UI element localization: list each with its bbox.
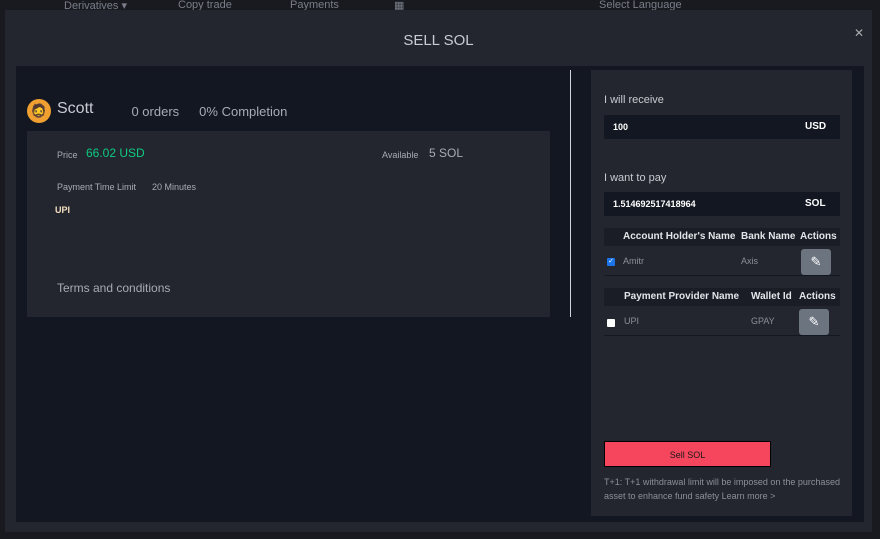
header-actions: Actions (799, 291, 836, 302)
header-bank-name: Bank Name (741, 231, 796, 242)
withdrawal-note: T+1: T+1 withdrawal limit will be impose… (604, 477, 840, 501)
pay-input[interactable]: 1.514692517418964 (604, 192, 797, 216)
receive-input[interactable]: 100 (604, 115, 797, 139)
price-label: Price (57, 150, 78, 160)
seller-name[interactable]: Scott (57, 100, 94, 117)
modal-title: SELL SOL (403, 32, 474, 49)
bank-name: Axis (741, 256, 759, 266)
pay-label: I want to pay (604, 172, 667, 184)
apps-grid-icon[interactable]: ▦ (394, 0, 405, 12)
available-label: Available (382, 150, 419, 160)
receive-label: I will receive (604, 94, 664, 106)
header-provider: Payment Provider Name (624, 291, 740, 302)
trade-form: I will receive 100 USD I want to pay 1.5… (591, 70, 852, 516)
offer-card: Price 66.02 USD Available 5 SOL Payment … (27, 131, 550, 317)
wallet-id: GPAY (751, 316, 775, 326)
nav-language[interactable]: Select Language (599, 0, 682, 11)
header-actions: Actions (800, 231, 837, 242)
account-holder: Amitr (623, 256, 644, 266)
nav-derivatives[interactable]: Derivatives ▾ (64, 0, 127, 12)
sell-button[interactable]: Sell SOL (604, 441, 771, 467)
terms-link[interactable]: Terms and conditions (57, 281, 171, 295)
wallet-table-header: Payment Provider Name Wallet Id Actions (604, 288, 840, 306)
seller-info: 🧔 Scott 0 orders 0% Completion (27, 98, 287, 124)
available-value: 5 SOL (429, 146, 464, 160)
seller-completion: 0% Completion (199, 103, 288, 119)
bank-checkbox[interactable]: ✓ (607, 258, 615, 266)
seller-orders: 0 orders (131, 103, 180, 119)
top-nav: Derivatives ▾ Copy trade Payments ▦ Sele… (0, 0, 880, 12)
payment-method-badge: UPI (55, 205, 71, 215)
table-row: UPI GPAY ✎ (604, 309, 840, 336)
edit-icon[interactable]: ✎ (801, 249, 831, 275)
header-account-holder: Account Holder's Name (623, 231, 736, 242)
time-limit-label: Payment Time Limit (57, 182, 137, 192)
wallet-checkbox[interactable] (607, 319, 615, 327)
close-icon[interactable]: ✕ (853, 26, 864, 40)
bank-table-header: Account Holder's Name Bank Name Actions (604, 228, 840, 246)
avatar: 🧔 (27, 99, 51, 123)
table-row: ✓ Amitr Axis ✎ (604, 249, 840, 276)
divider (570, 70, 571, 317)
provider-name: UPI (624, 316, 640, 326)
sell-modal: SELL SOL ✕ 🧔 Scott 0 orders 0% Completio… (5, 10, 872, 532)
edit-icon[interactable]: ✎ (799, 309, 829, 335)
pay-currency: SOL (797, 192, 840, 216)
nav-payments[interactable]: Payments (290, 0, 339, 11)
price-value: 66.02 USD (86, 146, 145, 160)
receive-currency: USD (797, 115, 840, 139)
time-limit-value: 20 Minutes (152, 182, 197, 192)
header-wallet-id: Wallet Id (751, 291, 792, 302)
nav-copy-trade[interactable]: Copy trade (178, 0, 232, 11)
